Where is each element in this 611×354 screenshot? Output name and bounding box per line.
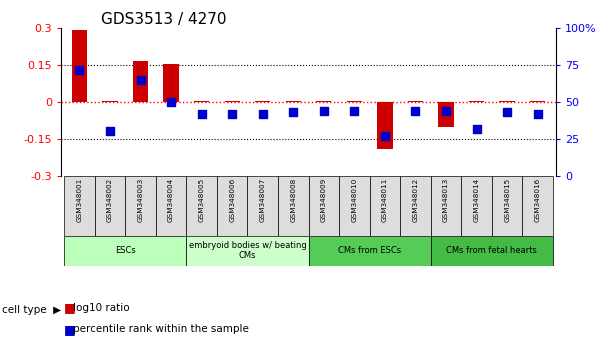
Text: CMs from ESCs: CMs from ESCs [338,246,401,255]
FancyBboxPatch shape [400,176,431,235]
Text: ESCs: ESCs [115,246,136,255]
Point [533,111,543,116]
Point [472,126,481,131]
FancyBboxPatch shape [217,176,247,235]
FancyBboxPatch shape [64,176,95,235]
FancyBboxPatch shape [186,235,309,266]
Bar [286,101,301,102]
FancyBboxPatch shape [431,235,553,266]
FancyBboxPatch shape [278,176,309,235]
FancyBboxPatch shape [64,235,186,266]
Bar [316,101,331,102]
Point [258,111,268,116]
Bar [103,101,118,102]
FancyBboxPatch shape [247,176,278,235]
Point [502,109,512,115]
FancyBboxPatch shape [461,176,492,235]
Text: GSM348015: GSM348015 [504,178,510,222]
Point [166,99,176,105]
Point [349,108,359,114]
Text: ■: ■ [64,323,76,336]
Text: GSM348002: GSM348002 [107,178,113,222]
Text: GSM348004: GSM348004 [168,178,174,222]
Bar [530,101,546,102]
Text: GSM348003: GSM348003 [137,178,144,222]
Point [288,109,298,115]
Bar [347,101,362,102]
Point [197,111,207,116]
Text: GSM348011: GSM348011 [382,178,388,222]
Text: log10 ratio: log10 ratio [73,303,130,313]
Bar [164,64,179,102]
Text: percentile rank within the sample: percentile rank within the sample [73,324,249,334]
FancyBboxPatch shape [156,176,186,235]
Bar [469,101,484,102]
FancyBboxPatch shape [522,176,553,235]
Bar [378,102,393,149]
Bar [255,101,270,102]
Text: CMs from fetal hearts: CMs from fetal hearts [447,246,537,255]
Point [136,77,145,83]
FancyBboxPatch shape [95,176,125,235]
FancyBboxPatch shape [492,176,522,235]
Text: GSM348010: GSM348010 [351,178,357,222]
FancyBboxPatch shape [431,176,461,235]
Bar [194,101,209,102]
Text: ■: ■ [64,302,76,314]
Text: GSM348001: GSM348001 [76,178,82,222]
Text: GSM348014: GSM348014 [474,178,480,222]
FancyBboxPatch shape [186,176,217,235]
Point [380,133,390,139]
FancyBboxPatch shape [309,176,339,235]
FancyBboxPatch shape [309,235,431,266]
Text: GSM348007: GSM348007 [260,178,266,222]
FancyBboxPatch shape [339,176,370,235]
Text: embryoid bodies w/ beating
CMs: embryoid bodies w/ beating CMs [189,241,306,260]
Point [227,111,237,116]
Text: GSM348006: GSM348006 [229,178,235,222]
Text: GSM348009: GSM348009 [321,178,327,222]
FancyBboxPatch shape [125,176,156,235]
Point [319,108,329,114]
Text: GSM348005: GSM348005 [199,178,205,222]
Point [441,108,451,114]
Text: GSM348016: GSM348016 [535,178,541,222]
Bar [408,101,423,102]
Bar [500,101,515,102]
Text: GDS3513 / 4270: GDS3513 / 4270 [101,12,226,27]
Bar [439,102,453,127]
Text: cell type  ▶: cell type ▶ [2,305,61,315]
Text: GSM348012: GSM348012 [412,178,419,222]
Text: GSM348013: GSM348013 [443,178,449,222]
Point [75,67,84,73]
Bar [72,29,87,102]
Bar [225,101,240,102]
Bar [133,62,148,102]
Point [105,129,115,134]
FancyBboxPatch shape [370,176,400,235]
Point [411,108,420,114]
Text: GSM348008: GSM348008 [290,178,296,222]
